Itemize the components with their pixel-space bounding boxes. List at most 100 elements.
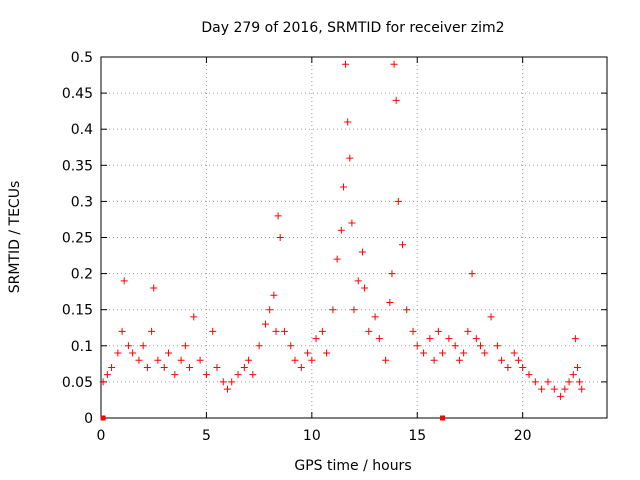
y-tick-label: 0.5 xyxy=(71,50,93,66)
data-point xyxy=(181,342,189,350)
data-point xyxy=(426,335,434,343)
data-point xyxy=(565,378,573,386)
data-point xyxy=(455,356,463,364)
x-tick-label: 15 xyxy=(408,428,426,444)
x-tick-label: 20 xyxy=(514,428,532,444)
data-point xyxy=(571,335,579,343)
data-point xyxy=(337,226,345,234)
data-point xyxy=(477,342,484,350)
data-point xyxy=(329,306,337,314)
data-point xyxy=(255,342,263,350)
data-point xyxy=(403,306,411,314)
data-point xyxy=(143,363,151,371)
data-point xyxy=(576,378,584,386)
data-point xyxy=(561,385,569,393)
grid xyxy=(101,57,607,418)
data-point xyxy=(375,335,383,343)
data-point xyxy=(304,349,312,357)
data-point xyxy=(550,385,558,393)
x-tick-label: 0 xyxy=(97,428,106,444)
data-point xyxy=(472,335,480,343)
data-point xyxy=(498,356,506,364)
data-point xyxy=(371,313,379,321)
data-point xyxy=(135,356,143,364)
y-tick-label: 0.25 xyxy=(62,231,93,247)
data-point xyxy=(291,356,299,364)
data-point xyxy=(312,335,320,343)
data-point xyxy=(266,306,274,314)
y-tick-label: 0.15 xyxy=(62,303,93,319)
data-point xyxy=(430,356,438,364)
data-point xyxy=(318,327,326,335)
data-point xyxy=(382,356,390,364)
axis-marker xyxy=(440,415,446,421)
x-tick-label: 10 xyxy=(303,428,321,444)
data-point xyxy=(224,385,231,393)
data-point xyxy=(348,219,356,227)
data-point xyxy=(120,277,128,285)
data-point xyxy=(190,313,198,321)
data-point xyxy=(209,327,217,335)
data-point xyxy=(481,349,489,357)
data-point xyxy=(386,298,394,306)
data-point xyxy=(114,349,122,357)
data-point xyxy=(164,349,172,357)
data-point xyxy=(578,385,586,393)
chart-title: Day 279 of 2016, SRMTID for receiver zim… xyxy=(201,20,504,36)
data-point xyxy=(557,392,565,400)
data-point xyxy=(445,335,453,343)
data-point xyxy=(434,327,442,335)
data-point xyxy=(148,327,156,335)
data-point xyxy=(510,349,518,357)
x-axis-label: GPS time / hours xyxy=(294,458,411,474)
data-point xyxy=(350,306,358,314)
data-point xyxy=(392,96,400,104)
y-tick-label: 0.4 xyxy=(71,122,93,138)
data-point xyxy=(261,320,269,328)
data-point xyxy=(569,371,577,379)
data-point xyxy=(339,183,347,191)
data-point xyxy=(287,342,295,350)
data-point xyxy=(202,371,210,379)
data-point xyxy=(464,327,472,335)
data-point xyxy=(99,378,107,386)
data-point xyxy=(468,270,476,278)
data-point xyxy=(409,327,417,335)
data-point xyxy=(308,356,316,364)
data-point xyxy=(451,342,459,350)
y-axis-label: SRMTID / TECUs xyxy=(7,181,23,294)
data-point xyxy=(573,363,581,371)
data-point xyxy=(245,356,253,364)
axis-ticks: 0 0.05 0.1 0.15 0.2 0.25 0.3 0.35 0.4 0.45 0.5 0 5 10… xyxy=(62,50,607,444)
data-point xyxy=(525,371,533,379)
data-point xyxy=(398,241,406,249)
data-point xyxy=(388,270,396,278)
data-point xyxy=(249,371,257,379)
data-point xyxy=(504,363,512,371)
data-point xyxy=(323,349,331,357)
y-tick-label: 0.1 xyxy=(71,339,93,355)
data-point xyxy=(228,378,236,386)
y-tick-label: 0 xyxy=(84,411,93,427)
data-point xyxy=(361,284,369,292)
data-point xyxy=(124,342,132,350)
data-point xyxy=(270,291,278,299)
data-point xyxy=(493,342,501,350)
data-point xyxy=(297,363,305,371)
data-point xyxy=(272,327,280,335)
data-point xyxy=(413,342,421,350)
data-point xyxy=(514,356,522,364)
data-point xyxy=(240,363,248,371)
y-tick-label: 0.45 xyxy=(62,86,93,102)
data-point xyxy=(234,371,242,379)
data-point xyxy=(531,378,539,386)
data-point xyxy=(358,248,366,256)
data-point xyxy=(439,349,447,357)
y-tick-label: 0.2 xyxy=(71,267,93,283)
data-point xyxy=(342,60,350,68)
data-point xyxy=(420,349,428,357)
data-point xyxy=(487,313,495,321)
data-point xyxy=(280,327,288,335)
axis-marker xyxy=(100,415,106,421)
